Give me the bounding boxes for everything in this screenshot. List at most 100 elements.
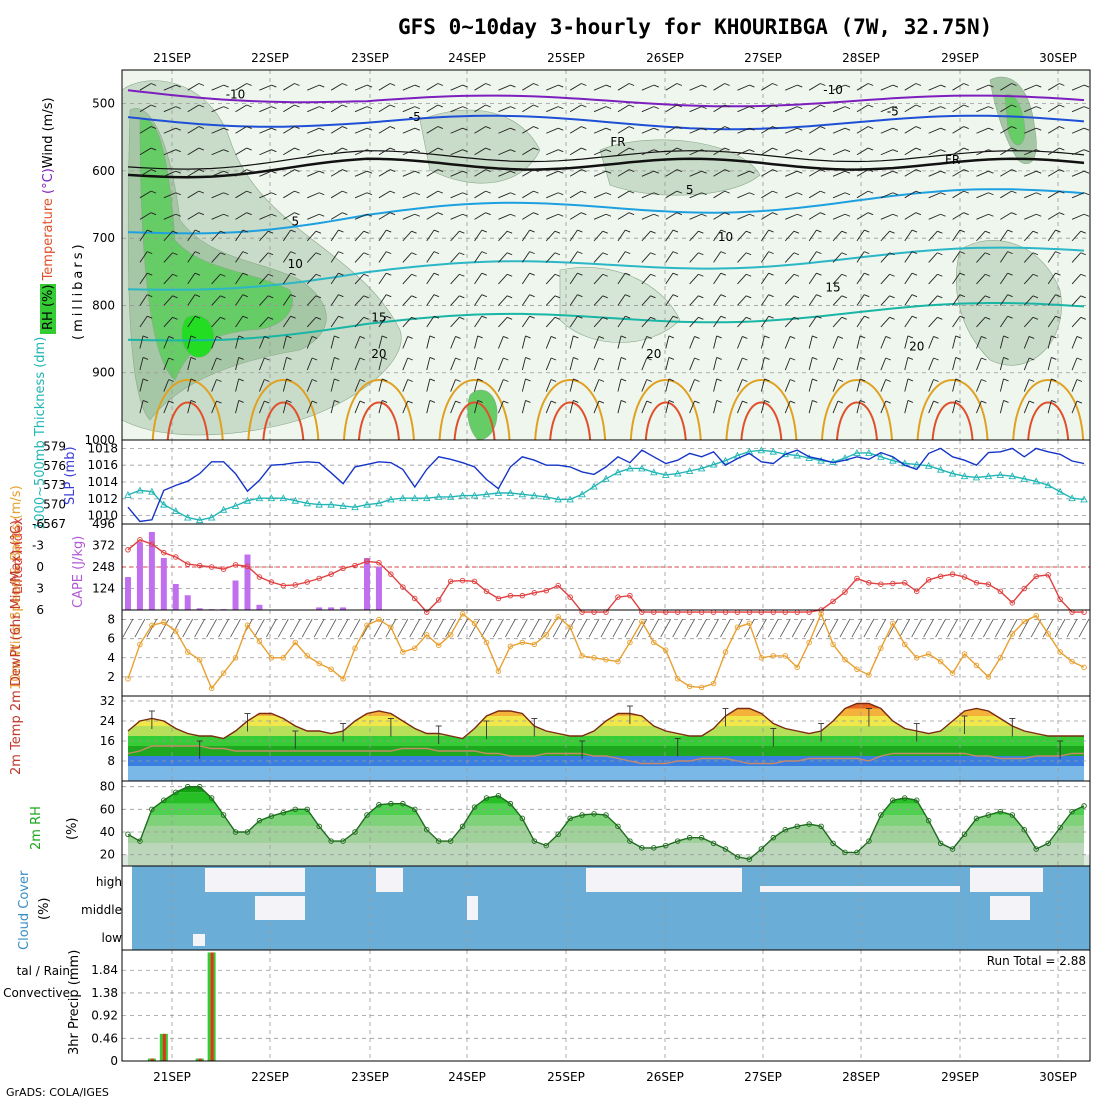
wind-barb [187, 190, 200, 199]
wind-barb-flag [772, 83, 778, 86]
wind-barb-flag [481, 315, 487, 319]
wind-barb-flag [168, 379, 174, 382]
thickness-line-point [351, 503, 359, 511]
wind-barb [187, 169, 200, 177]
wind-barb [1047, 212, 1060, 220]
wind-barb [617, 400, 622, 414]
wind-barb-flag [646, 379, 652, 382]
precip-conv-bar [150, 1058, 154, 1061]
wind10m-line-point [627, 639, 633, 646]
wind-barb [163, 400, 170, 414]
li-ytick-6: 6 [36, 603, 44, 617]
wind-barb [808, 400, 813, 414]
cloud-ytick-low: low [102, 931, 123, 945]
dewpt-line [127, 745, 1084, 765]
wind-barb [689, 317, 699, 328]
wind-barb-flag [455, 400, 461, 404]
wind-barb-flag [462, 84, 468, 88]
wind-barb [880, 357, 887, 371]
wind10m-line-point [184, 649, 191, 655]
wind-barb [139, 357, 144, 371]
wind-barb [737, 295, 747, 306]
wind-barb-flag [837, 379, 844, 382]
wind-barb-flag [959, 272, 966, 276]
wind10m-barb [1006, 618, 1018, 638]
wind10m-line-point [722, 649, 729, 655]
wind-barb [235, 294, 244, 306]
wind-barb [808, 147, 821, 156]
wind-barb [880, 252, 890, 263]
wind-barb [235, 400, 240, 414]
wind-barb [856, 190, 869, 199]
wind10m-barb [134, 618, 146, 638]
wind-barb [928, 317, 938, 328]
wind-barb-flag [294, 147, 300, 151]
wind-barb-flag [1032, 316, 1039, 320]
wind10m-barb [720, 618, 731, 638]
wind-barb [904, 229, 913, 242]
wind-barb-flag [286, 400, 292, 403]
wind-barb [426, 83, 439, 91]
rh-line-point [627, 838, 633, 844]
wind10m-barb [1042, 618, 1054, 638]
li-line-point [173, 554, 179, 560]
wind-barb-flag [911, 272, 918, 276]
wind-barb-flag [653, 170, 659, 174]
wind-barb [999, 378, 1004, 392]
wind-barb [617, 335, 622, 349]
wind-barb-flag [988, 192, 994, 196]
wind-barb [187, 378, 192, 392]
li-line-point [1057, 596, 1063, 603]
wind-barb-flag [694, 400, 700, 404]
legend-part-1: Temperature [41, 194, 56, 285]
wind-barb-flag [437, 212, 444, 216]
slp-ylabel: SLP (mb) [63, 446, 78, 505]
wind-barb-flag [190, 357, 197, 360]
wind-barb-flag [558, 84, 564, 88]
wind-barb-flag [720, 272, 726, 276]
wind-barb-flag [414, 192, 420, 196]
wind10m-line-point [1081, 664, 1087, 671]
wind-barb-flag [940, 84, 946, 88]
wind-barb [976, 127, 989, 134]
wind-barb [426, 169, 439, 177]
wind-barb [1071, 192, 1085, 199]
wind-barb [737, 252, 747, 263]
wind10m-barb [648, 618, 660, 638]
wind-barb [163, 106, 176, 113]
wind-barb-flag [749, 170, 755, 174]
wind-barb-flag [820, 83, 826, 86]
temp-band-4 [127, 726, 1085, 736]
wind-barb-flag [485, 83, 491, 86]
wind-barb [904, 169, 917, 177]
wind-barb-flag [1055, 272, 1061, 276]
x-tick-top-23sep: 23SEP [351, 51, 389, 65]
wind-barb [450, 379, 456, 392]
wind10m-line-point [698, 684, 705, 691]
wind-barb-flag [1083, 213, 1090, 217]
wind-barb [354, 230, 365, 242]
wind-barb-flag [359, 357, 366, 361]
wind-barb-flag [1036, 170, 1042, 174]
wind-barb-flag [797, 149, 803, 153]
wind-barb [1071, 230, 1082, 242]
wind-barb-flag [797, 106, 803, 110]
wind-barb-flag [985, 316, 991, 320]
precip-conv-bar [210, 952, 214, 1061]
wind-barb-flag [816, 294, 822, 298]
wind-barb [283, 169, 295, 177]
rh-line-point [997, 808, 1004, 815]
wind-barb [928, 357, 934, 371]
wind-barb-flag [342, 147, 348, 151]
wind-barb [713, 400, 718, 414]
wind-barb-flag [812, 378, 818, 382]
wind-barb-flag [264, 336, 270, 339]
wind-barb-flag [242, 272, 248, 276]
wind-barb-flag [676, 83, 683, 86]
wind-barb-flag [246, 190, 252, 194]
temp-ytick-32: 32 [100, 694, 115, 708]
wind-barb [952, 212, 964, 220]
wind10m-barb [791, 618, 803, 638]
wind-barb-flag [892, 213, 898, 217]
wind10m-barb [122, 618, 134, 638]
